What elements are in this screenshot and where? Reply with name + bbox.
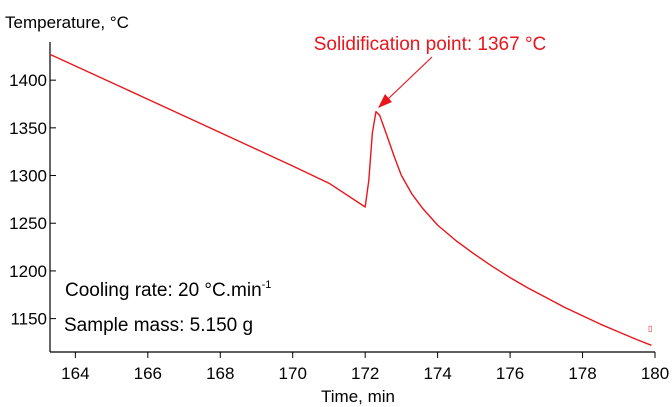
temperature-line (49, 53, 652, 346)
y-tick-label: 1350 (9, 119, 47, 138)
cooling-rate-superscript: -1 (262, 279, 272, 291)
solidification-annotation: Solidification point: 1367 °C (314, 34, 547, 108)
x-tick-label: 180 (641, 364, 669, 383)
axes (49, 42, 655, 353)
y-axis-title: Temperature, °C (5, 13, 129, 32)
end-marker: ▯ (648, 324, 652, 333)
solidification-arrow (387, 56, 433, 100)
x-tick-label: 168 (206, 364, 234, 383)
x-tick-label: 174 (423, 364, 451, 383)
y-tick-label: 1200 (9, 262, 47, 281)
cooling-rate-text: Cooling rate: 20 °C.min-1 (65, 279, 271, 301)
y-tick-label: 1150 (10, 310, 47, 329)
y-tick-label: 1400 (9, 71, 47, 90)
x-tick-label: 166 (134, 364, 162, 383)
x-tick-label: 178 (568, 364, 596, 383)
y-tick-label: 1300 (9, 167, 47, 186)
x-tick-label: 164 (61, 364, 89, 383)
x-tick-label: 172 (351, 364, 379, 383)
sample-mass-text: Sample mass: 5.150 g (64, 315, 253, 336)
y-ticks: 1150 1200 1250 1300 1350 1400 (9, 71, 56, 329)
x-ticks: 164 166 168 170 172 174 176 178 180 (61, 352, 669, 383)
x-axis-title: Time, min (321, 387, 395, 406)
x-tick-label: 176 (496, 364, 524, 383)
y-tick-label: 1250 (9, 214, 47, 233)
arrow-head-icon (378, 94, 392, 108)
solidification-label: Solidification point: 1367 °C (314, 34, 547, 55)
x-tick-label: 170 (279, 364, 307, 383)
